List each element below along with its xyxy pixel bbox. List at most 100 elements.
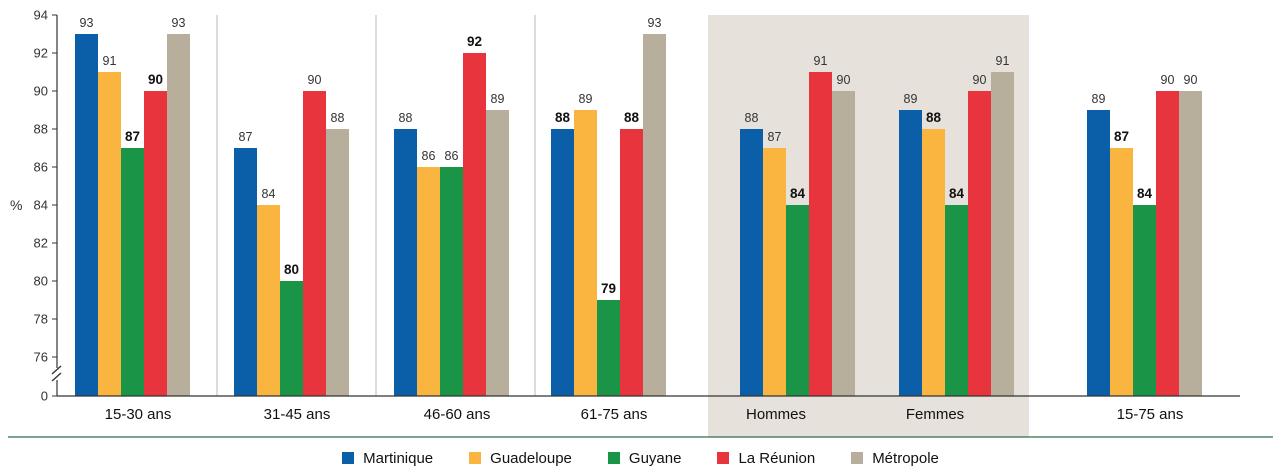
bar-metropole-46-60-ans [486,110,509,396]
bars [75,34,1202,396]
bar-metropole-61-75-ans [643,34,666,396]
bar-la-reunion-15-75-ans [1156,91,1179,396]
bar-guadeloupe-femmes [922,129,945,396]
value-label-la-reunion-46-60-ans: 92 [467,34,482,49]
bar-martinique-femmes [899,110,922,396]
bar-guyane-46-60-ans [440,167,463,396]
y-tick-label-92: 92 [34,46,48,61]
value-label-guadeloupe-15-30-ans: 91 [103,54,117,68]
value-label-guyane-61-75-ans: 79 [601,281,616,296]
legend-swatch-guadeloupe [469,452,482,464]
value-label-martinique-15-75-ans: 89 [1092,92,1106,106]
legend: Martinique Guadeloupe Guyane La Réunion Métr… [0,447,1281,469]
value-label-guyane-15-30-ans: 87 [125,129,140,144]
bar-la-reunion-46-60-ans [463,53,486,396]
value-label-guyane-31-45-ans: 80 [284,262,299,277]
value-label-metropole-46-60-ans: 89 [491,92,505,106]
value-label-guadeloupe-femmes: 88 [926,110,942,125]
bar-guyane-15-75-ans [1133,205,1156,396]
group-separators [216,15,536,396]
legend-label-guyane: Guyane [628,449,682,467]
y-tick-label-78: 78 [34,312,48,327]
y-tick-label-90: 90 [34,84,48,99]
bar-guyane-femmes [945,205,968,396]
bar-martinique-61-75-ans [551,129,574,396]
bar-la-reunion-15-30-ans [144,91,167,396]
value-label-la-reunion-femmes: 90 [973,73,987,87]
y-tick-label-86: 86 [34,160,48,175]
bar-guyane-31-45-ans [280,281,303,396]
bar-martinique-46-60-ans [394,129,417,396]
bar-martinique-15-30-ans [75,34,98,396]
y-tick-label-84: 84 [34,198,48,213]
value-label-la-reunion-15-30-ans: 90 [148,72,163,87]
y-tick-label-82: 82 [34,236,48,251]
bar-guadeloupe-61-75-ans [574,110,597,396]
value-label-martinique-31-45-ans: 87 [239,130,253,144]
legend-swatch-guyane [607,452,620,464]
category-label-46-60-ans: 46-60 ans [424,406,491,423]
bar-martinique-15-75-ans [1087,110,1110,396]
bar-guyane-61-75-ans [597,300,620,396]
category-label-61-75-ans: 61-75 ans [581,406,648,423]
y-axis: 0 76 78 80 82 84 86 88 90 92 94 [34,8,62,404]
legend-label-metropole: Métropole [872,449,939,467]
y-tick-label-80: 80 [34,274,48,289]
legend-item-guadeloupe: Guadeloupe [469,450,572,467]
value-label-martinique-hommes: 88 [745,111,759,125]
value-label-guyane-femmes: 84 [949,186,965,201]
legend-item-metropole: Métropole [851,450,939,467]
legend-item-guyane: Guyane [607,449,682,467]
value-label-guadeloupe-31-45-ans: 84 [262,187,276,201]
legend-item-la-reunion: La Réunion [717,450,815,467]
y-tick-label-0: 0 [41,389,48,404]
value-label-metropole-15-75-ans: 90 [1184,73,1198,87]
y-tick-label-94: 94 [34,8,48,23]
legend-swatch-la-reunion [717,452,730,464]
value-label-la-reunion-31-45-ans: 90 [308,73,322,87]
value-label-martinique-15-30-ans: 93 [80,16,94,30]
legend-label-guadeloupe: Guadeloupe [490,449,572,467]
bar-metropole-15-30-ans [167,34,190,396]
y-axis-unit-label: % [10,197,22,213]
value-label-la-reunion-61-75-ans: 88 [624,110,640,125]
value-label-la-reunion-15-75-ans: 90 [1161,73,1175,87]
category-label-31-45-ans: 31-45 ans [264,406,331,423]
bar-guadeloupe-46-60-ans [417,167,440,396]
value-label-guyane-46-60-ans: 86 [445,149,459,163]
bar-la-reunion-31-45-ans [303,91,326,396]
legend-label-martinique: Martinique [363,449,434,467]
value-label-guadeloupe-61-75-ans: 89 [579,92,593,106]
bar-metropole-femmes [991,72,1014,396]
x-axis-category-labels: 15-30 ans 31-45 ans 46-60 ans 61-75 ans Homm… [105,406,1184,423]
category-label-15-30-ans: 15-30 ans [105,406,172,423]
category-label-15-75-ans: 15-75 ans [1117,406,1184,423]
bar-la-reunion-61-75-ans [620,129,643,396]
value-label-guadeloupe-hommes: 87 [768,130,782,144]
bar-metropole-31-45-ans [326,129,349,396]
bar-metropole-hommes [832,91,855,396]
value-label-martinique-46-60-ans: 88 [399,111,413,125]
bar-guadeloupe-15-75-ans [1110,148,1133,396]
y-tick-label-76: 76 [34,350,48,365]
bar-guadeloupe-31-45-ans [257,205,280,396]
bar-guyane-15-30-ans [121,148,144,396]
value-label-metropole-15-30-ans: 93 [172,16,186,30]
bar-la-reunion-hommes [809,72,832,396]
value-label-metropole-31-45-ans: 88 [331,111,345,125]
value-label-guadeloupe-15-75-ans: 87 [1114,129,1129,144]
value-label-guyane-15-75-ans: 84 [1137,186,1153,201]
legend-swatch-metropole [851,452,864,464]
bar-martinique-31-45-ans [234,148,257,396]
value-labels: 93 91 87 90 93 87 84 80 90 88 88 86 86 92 89 88 89 79 88 93… [80,16,1198,296]
category-label-hommes: Hommes [746,406,806,423]
y-tick-label-88: 88 [34,122,48,137]
axis-break-mark-1 [51,365,62,375]
bar-la-reunion-femmes [968,91,991,396]
bar-guyane-hommes [786,205,809,396]
value-label-metropole-femmes: 91 [996,54,1010,68]
value-label-metropole-hommes: 90 [837,73,851,87]
legend-swatch-martinique [342,452,355,464]
legend-label-la-reunion: La Réunion [738,449,816,467]
